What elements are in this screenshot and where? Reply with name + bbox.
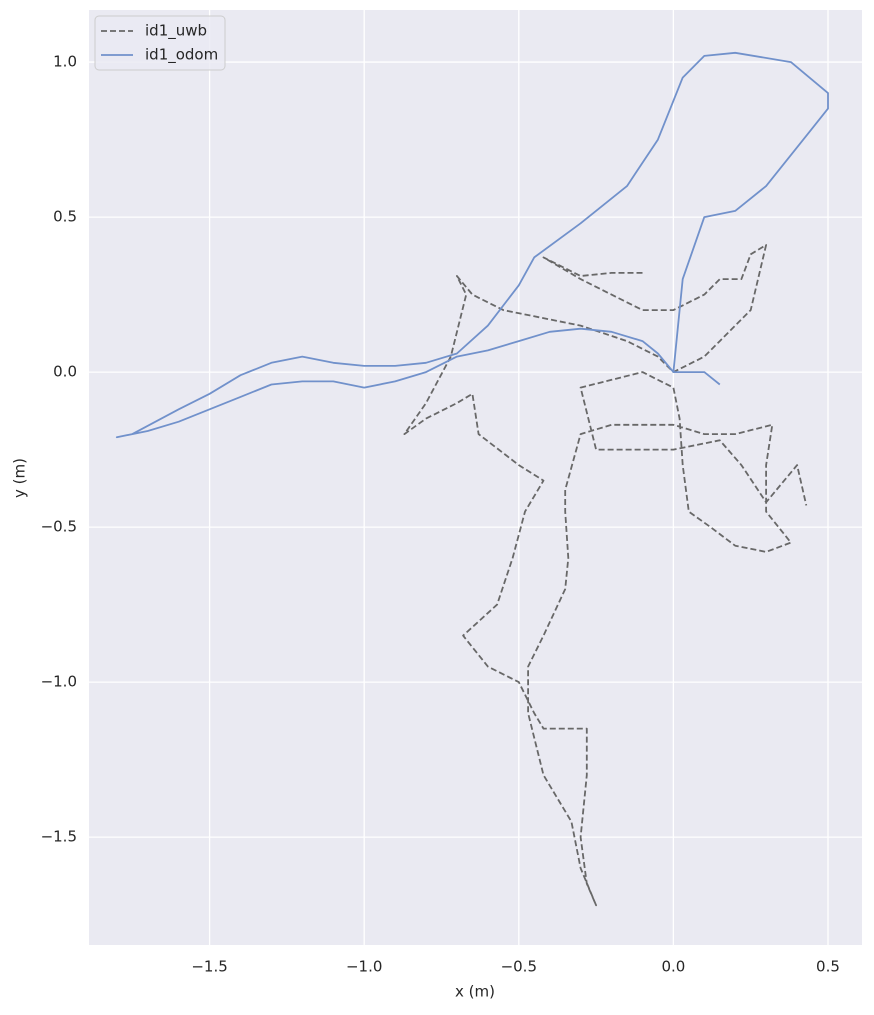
legend-label: id1_uwb (145, 22, 207, 41)
x-tick-label: −1.0 (346, 958, 382, 976)
plot-area (89, 10, 862, 945)
x-tick-label: −0.5 (501, 958, 537, 976)
x-tick-label: 0.0 (661, 958, 685, 976)
legend-box (94, 15, 226, 71)
y-tick-label: 0.0 (53, 363, 77, 381)
y-tick-label: −1.0 (41, 673, 77, 691)
x-tick-label: 0.5 (816, 958, 840, 976)
trajectory-line (403, 244, 808, 907)
trajectory-line (115, 51, 829, 439)
y-tick-label: −1.5 (41, 828, 77, 846)
y-tick-label: 1.0 (53, 53, 77, 71)
x-axis-label: x (m) (455, 983, 495, 1001)
legend-label: id1_odom (145, 46, 218, 65)
x-tick-label: −1.5 (191, 958, 227, 976)
y-tick-label: 0.5 (53, 208, 77, 226)
y-axis-label: y (m) (11, 458, 29, 498)
y-tick-label: −0.5 (41, 518, 77, 536)
